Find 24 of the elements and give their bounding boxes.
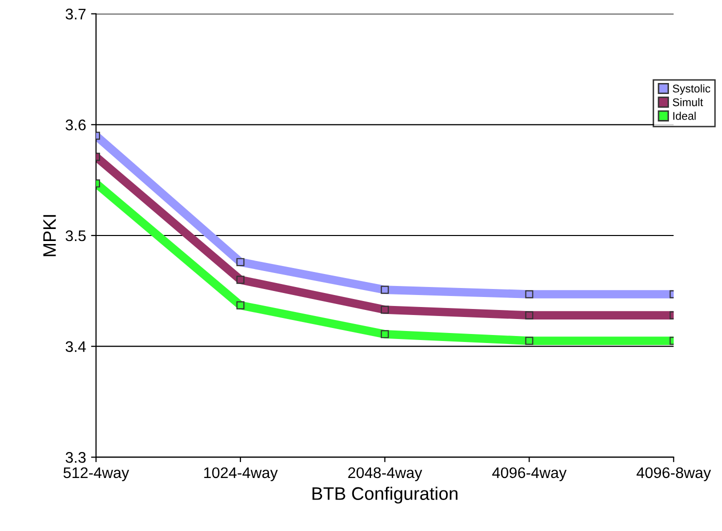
x-tick-label: 4096-8way (636, 467, 711, 482)
x-tick-label: 512-4way (64, 467, 130, 482)
legend-label: Systolic (672, 84, 710, 95)
point (525, 336, 534, 345)
x-axis-title: BTB Configuration (312, 486, 458, 504)
y-tick-label: 3.4 (66, 341, 86, 352)
point (380, 286, 389, 294)
legend-label: Ideal (673, 112, 696, 120)
y-axis-title: MPKI (43, 215, 56, 256)
point (525, 311, 534, 320)
y-tick-label: 3.6 (66, 120, 86, 130)
point (236, 301, 244, 310)
x-tick-label: 4096-4way (492, 467, 567, 482)
point (380, 330, 389, 338)
legend-label: Simult (672, 98, 704, 106)
point (525, 290, 534, 298)
point (236, 258, 244, 266)
y-tick-label: 3.5 (66, 230, 86, 242)
x-tick-label: 2048-4way (348, 467, 422, 482)
y-tick-label: 3.3 (66, 452, 86, 463)
point (380, 306, 389, 314)
y-tick-label: 3.7 (66, 8, 86, 20)
x-tick-label: 1024-4way (204, 467, 278, 482)
point (236, 276, 244, 284)
